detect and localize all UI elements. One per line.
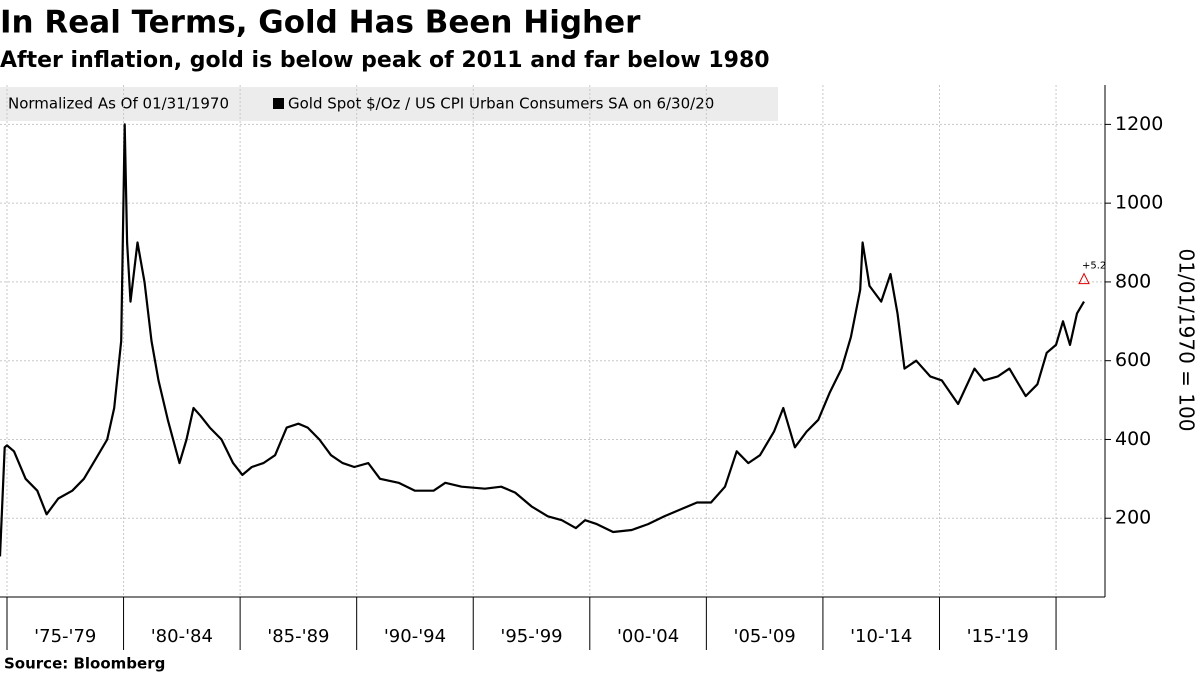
- y-tick-label: 800: [1115, 270, 1151, 292]
- source: Source: Bloomberg: [4, 655, 165, 673]
- x-tick-label: '95-'99: [500, 626, 562, 647]
- y-tick-label: 1200: [1115, 113, 1163, 135]
- series-line: [0, 123, 1085, 557]
- chart-title: In Real Terms, Gold Has Been Higher: [0, 5, 641, 41]
- y-tick-label: 1000: [1115, 192, 1163, 214]
- legend-title: Normalized As Of 01/31/1970: [8, 95, 229, 113]
- y-tick-label: 600: [1115, 349, 1151, 371]
- annotation-text: +5.2: [1082, 261, 1106, 272]
- legend-swatch: [273, 98, 284, 109]
- x-tick-label: '05-'09: [734, 626, 796, 647]
- x-tick-label: '00-'04: [617, 626, 679, 647]
- x-tick-label: '80-'84: [151, 626, 213, 647]
- y-axis-label: 01/01/1970 = 100: [1175, 249, 1199, 432]
- x-tick-label: '85-'89: [267, 626, 329, 647]
- x-tick-label: '10-'14: [850, 626, 912, 647]
- x-tick-label: '75-'79: [34, 626, 96, 647]
- legend-box: [0, 87, 778, 121]
- x-tick-label: '90-'94: [384, 626, 446, 647]
- annotation-marker: [1078, 272, 1090, 285]
- y-tick-label: 400: [1115, 428, 1151, 450]
- y-tick-label: 200: [1115, 507, 1151, 529]
- chart-subtitle: After inflation, gold is below peak of 2…: [0, 48, 770, 73]
- legend-label: Gold Spot $/Oz / US CPI Urban Consumers …: [288, 95, 714, 113]
- x-tick-label: '15-'19: [967, 626, 1029, 647]
